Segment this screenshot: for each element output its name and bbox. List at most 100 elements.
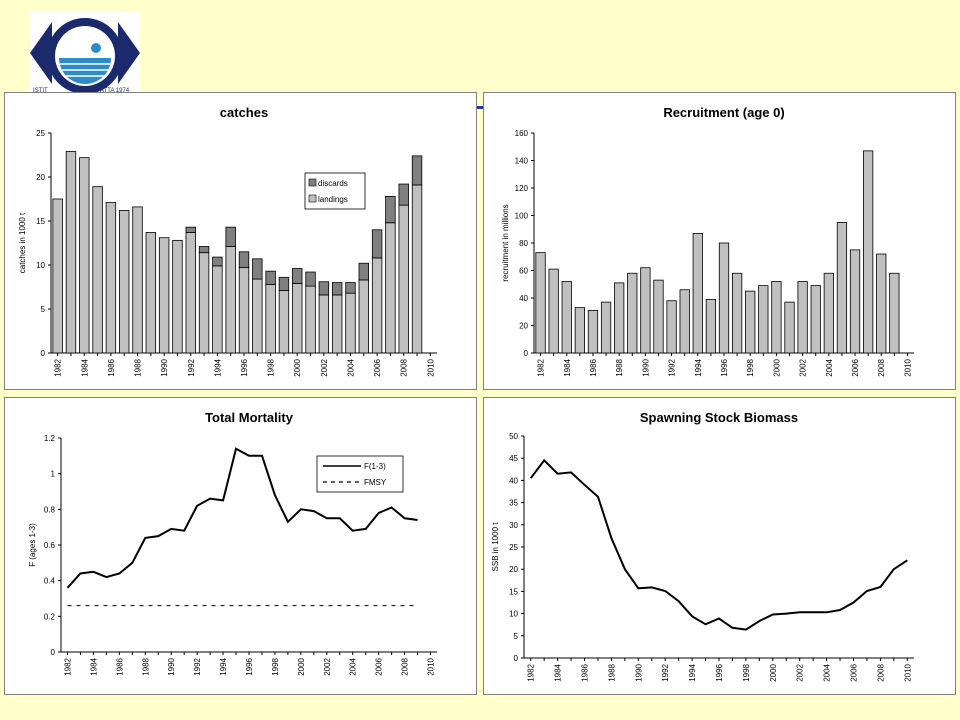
x-tick-label: 1988 <box>607 663 616 681</box>
x-tick-label: 1994 <box>694 358 703 376</box>
x-tick-label: 1996 <box>715 663 724 681</box>
ssb-chart-panel: Spawning Stock Biomass SSB in 1000 t 0 5 10 1… <box>483 397 956 695</box>
x-tick-label: 1992 <box>193 657 202 675</box>
landings-bar <box>371 257 383 354</box>
recruitment-bar <box>745 290 756 354</box>
y-tick-label: 10 <box>509 610 518 619</box>
recruitment-bar <box>849 249 861 354</box>
x-tick-label: 1996 <box>720 358 729 376</box>
landings-bar <box>185 232 196 354</box>
recruitment-bar <box>587 309 599 354</box>
landings-bar <box>305 285 316 354</box>
landings-bar <box>212 265 223 354</box>
x-tick-label: 1982 <box>527 663 536 681</box>
discards-bar <box>278 276 290 291</box>
y-tick-label: 60 <box>519 267 528 276</box>
x-tick-label: 2000 <box>769 663 778 681</box>
ssb-chart: Spawning Stock Biomass SSB in 1000 t 0 5 10 1… <box>491 410 914 682</box>
total-mortality-chart-panel: Total Mortality F (ages 1-3) 0 0.2 0.4 0.6 0.8… <box>4 397 477 695</box>
recruitment-bar <box>810 285 821 354</box>
y-tick-label: 5 <box>514 632 519 641</box>
y-tick-label: 0 <box>51 648 56 657</box>
x-tick-label: 1982 <box>54 358 63 376</box>
x-tick-label: 2010 <box>903 358 912 376</box>
legend-label-f: F(1-3) <box>364 462 386 471</box>
discards-bar <box>198 246 210 254</box>
x-tick-label: 1998 <box>267 358 276 376</box>
recruitment-bar <box>771 281 782 354</box>
discards-bar <box>238 251 250 269</box>
recruitment-bar <box>692 232 703 354</box>
x-tick-label: 2008 <box>877 358 886 376</box>
landings-bar <box>145 232 157 354</box>
landings-bar <box>198 252 210 354</box>
x-tick-label: 1982 <box>537 358 546 376</box>
x-tick-label: 2000 <box>293 358 302 376</box>
logo-emblem: ISTIT ATTA 1974 <box>30 18 140 94</box>
landings-bar <box>318 294 330 354</box>
x-tick-label: 1986 <box>581 663 590 681</box>
logo-text-left: ISTIT <box>33 88 48 94</box>
x-tick-label: 1992 <box>668 358 677 376</box>
landings-bar <box>52 198 63 354</box>
landings-bar <box>345 292 356 354</box>
x-tick-label: 2006 <box>849 663 858 681</box>
landings-bar <box>331 294 343 354</box>
recruitment-bar <box>797 281 808 354</box>
discards-bar <box>398 183 409 206</box>
x-tick-label: 1994 <box>213 358 222 376</box>
y-tick-label: 15 <box>509 587 518 596</box>
logo-right-wing <box>118 22 140 84</box>
x-tick-label: 1998 <box>746 358 755 376</box>
logo-sun <box>91 43 101 53</box>
y-tick-label: 140 <box>515 157 529 166</box>
y-tick-label: 35 <box>509 499 518 508</box>
y-axis-label: catches in 1000 t <box>18 212 27 273</box>
landings-bar <box>158 237 170 354</box>
landings-bar <box>92 186 103 354</box>
recruitment-bar <box>863 150 874 354</box>
x-tick-label: 2004 <box>346 358 355 376</box>
x-tick-label: 2006 <box>373 358 382 376</box>
recruitment-bar <box>784 301 795 354</box>
x-tick-label: 2002 <box>799 358 808 376</box>
legend-label-discards: discards <box>318 179 348 188</box>
x-tick-label: 2004 <box>823 663 832 681</box>
x-tick-label: 2010 <box>426 358 435 376</box>
landings-bar <box>358 279 369 354</box>
y-tick-label: 1.2 <box>44 434 56 443</box>
discards-bar <box>371 229 383 259</box>
x-tick-label: 1984 <box>89 657 98 675</box>
recruitment-bar <box>679 289 690 354</box>
x-tick-label: 2008 <box>400 358 409 376</box>
landings-bar <box>119 210 130 354</box>
x-tick-label: 1998 <box>742 663 751 681</box>
y-tick-label: 80 <box>519 239 528 248</box>
x-tick-label: 1990 <box>167 657 176 675</box>
x-tick-label: 2010 <box>903 663 912 681</box>
landings-bar <box>385 222 396 354</box>
recruitment-bar <box>705 298 717 354</box>
chart-title: Total Mortality <box>205 410 294 425</box>
landings-bar <box>292 283 303 354</box>
recruitment-bar <box>640 267 651 354</box>
y-tick-label: 20 <box>36 173 45 182</box>
recruitment-bar <box>876 253 887 354</box>
legend-swatch-discards <box>308 178 317 187</box>
y-tick-label: 0 <box>41 349 46 358</box>
discards-bar <box>385 195 396 224</box>
y-tick-label: 25 <box>36 129 45 138</box>
x-tick-label: 1992 <box>661 663 670 681</box>
x-tick-label: 1994 <box>219 657 228 675</box>
x-tick-label: 2000 <box>772 358 781 376</box>
chart-title: catches <box>220 105 268 120</box>
legend-box <box>316 455 404 493</box>
x-tick-label: 1982 <box>63 657 72 675</box>
x-tick-label: 1988 <box>134 358 143 376</box>
x-tick-label: 1996 <box>245 657 254 675</box>
discards-bar <box>185 226 196 233</box>
recruitment-bar <box>614 282 625 354</box>
x-tick-label: 2008 <box>401 657 410 675</box>
landings-bar <box>105 202 117 354</box>
y-axis-label: recruitment in millions <box>501 204 510 281</box>
